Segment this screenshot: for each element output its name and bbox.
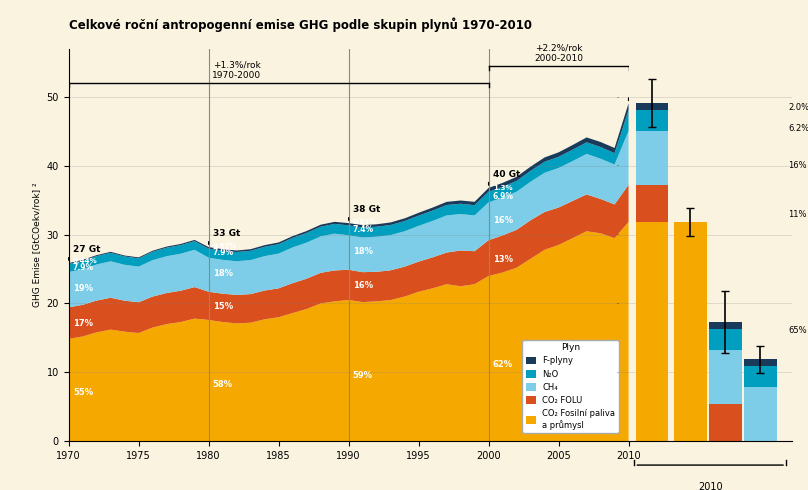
Text: 18%: 18% — [353, 247, 372, 256]
Bar — [709, 329, 742, 350]
Text: 0.44%: 0.44% — [73, 258, 98, 264]
Bar — [636, 222, 668, 441]
Text: 2.0%: 2.0% — [789, 103, 808, 112]
Text: 65%: 65% — [789, 326, 807, 336]
Text: 49 Gt: 49 Gt — [630, 85, 658, 95]
Text: 0.67%: 0.67% — [213, 243, 238, 248]
Text: 7.4%: 7.4% — [353, 225, 374, 234]
Text: 59%: 59% — [353, 370, 372, 380]
Bar — [636, 131, 668, 185]
Text: 15%: 15% — [213, 302, 233, 311]
Text: 7.9%: 7.9% — [213, 248, 234, 257]
Text: 0.81%: 0.81% — [353, 219, 377, 225]
Text: +2.2%/rok
2000-2010: +2.2%/rok 2000-2010 — [534, 43, 583, 63]
Bar — [709, 322, 742, 329]
Bar — [744, 366, 776, 387]
Bar — [674, 222, 707, 441]
Text: 11%: 11% — [789, 210, 807, 219]
Text: 16%: 16% — [353, 281, 373, 290]
Text: +1.3%/rok
1970-2000: +1.3%/rok 1970-2000 — [212, 61, 261, 80]
Text: 6.9%: 6.9% — [493, 192, 514, 201]
Text: 40 Gt: 40 Gt — [493, 170, 520, 179]
Bar — [709, 350, 742, 404]
Text: 55%: 55% — [73, 388, 93, 397]
Text: 1.3%: 1.3% — [493, 185, 512, 191]
Text: 16%: 16% — [789, 161, 807, 171]
Legend: F-plyny, N₂O, CH₄, CO₂ FOLU, CO₂ Fosilní paliva
a průmysl: F-plyny, N₂O, CH₄, CO₂ FOLU, CO₂ Fosilní… — [523, 340, 619, 433]
Text: Celkové roční antropogenní emise GHG podle skupin plynů 1970-2010: Celkové roční antropogenní emise GHG pod… — [69, 17, 532, 32]
Text: 17%: 17% — [73, 319, 93, 328]
Bar — [636, 110, 668, 131]
Text: 6.2%: 6.2% — [789, 123, 808, 133]
Text: 2010: 2010 — [698, 482, 722, 490]
Text: 19%: 19% — [73, 284, 93, 294]
Bar — [744, 387, 776, 441]
Text: 58%: 58% — [213, 380, 233, 389]
Text: 18%: 18% — [213, 270, 233, 278]
Text: 13%: 13% — [493, 255, 513, 264]
Bar — [636, 103, 668, 110]
Bar — [709, 404, 742, 441]
Text: 33 Gt: 33 Gt — [213, 229, 240, 238]
Bar — [636, 185, 668, 222]
Bar — [744, 360, 776, 366]
Text: 7.9%: 7.9% — [73, 263, 94, 271]
Y-axis label: GHG Emise [GtCOekv/rok] ²: GHG Emise [GtCOekv/rok] ² — [32, 183, 41, 307]
Text: 27 Gt: 27 Gt — [73, 245, 100, 254]
Text: 62%: 62% — [493, 360, 513, 369]
Text: 38 Gt: 38 Gt — [353, 205, 381, 214]
Text: 16%: 16% — [493, 216, 513, 225]
